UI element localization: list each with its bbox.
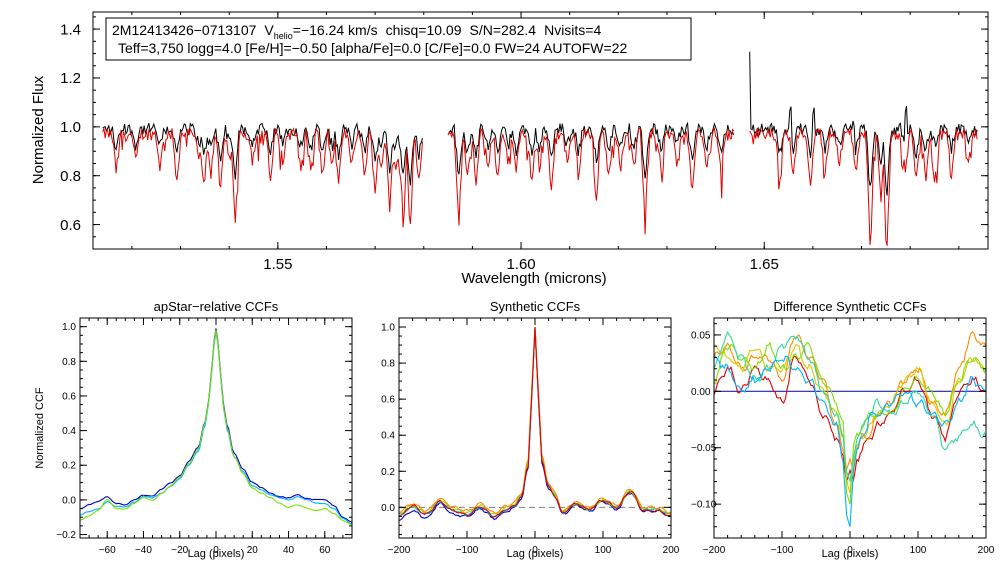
ccf-series-diff-1 bbox=[714, 355, 986, 483]
ccf-series-ccf-1 bbox=[80, 328, 352, 523]
info-box bbox=[105, 17, 692, 61]
vhelio-value: =−16.24 km/s bbox=[293, 22, 378, 38]
synthetic-xlabel: Lag (pixels) bbox=[507, 548, 564, 560]
apstar-ylabel: Normalized CCF bbox=[34, 387, 46, 469]
info-line-2: Teff=3,750 logg=4.0 [Fe/H]=−0.50 [alpha/… bbox=[118, 40, 627, 56]
x-tick-label: 40 bbox=[283, 545, 295, 556]
ccf-series-diff-5 bbox=[714, 330, 986, 482]
observed-spectrum-chip-2 bbox=[447, 121, 735, 179]
difference-title: Difference Synthetic CCFs bbox=[774, 299, 927, 314]
ccf-series-syn-2 bbox=[399, 328, 671, 517]
difference-ticks: −200 −100 0 100 200 −0.10 −0.05 0.00 0.05 bbox=[691, 318, 995, 556]
y-tick-label: 0.05 bbox=[691, 330, 711, 341]
y-tick-label: 0.8 bbox=[62, 357, 76, 368]
x-tick-label: 200 bbox=[978, 545, 995, 556]
ccf-series-ccf-2 bbox=[80, 331, 352, 525]
x-tick-label: −200 bbox=[388, 545, 411, 556]
observed-spectrum-chip-3 bbox=[749, 51, 978, 196]
model-spectrum-chip-3 bbox=[749, 127, 978, 246]
x-tick-label: 0 bbox=[532, 545, 538, 556]
difference-xlabel: Lag (pixels) bbox=[822, 548, 879, 560]
ccf-series-diff-2 bbox=[714, 330, 986, 471]
chisq-value: chisq=10.09 bbox=[386, 22, 462, 38]
nvisits-value: Nvisits=4 bbox=[544, 22, 601, 38]
x-tick-label: 1.55 bbox=[263, 256, 292, 273]
y-tick-label: 0.8 bbox=[60, 168, 81, 185]
info-line-1: 2M12413426−0713107 Vhelio=−16.24 km/s chis… bbox=[112, 22, 601, 41]
x-tick-label: −100 bbox=[771, 545, 794, 556]
x-tick-label: 0 bbox=[213, 545, 219, 556]
y-tick-label: 0.0 bbox=[381, 503, 395, 514]
ccf-series-syn-5 bbox=[399, 326, 671, 518]
ccf-series-ccf-3 bbox=[80, 330, 352, 525]
x-tick-label: 20 bbox=[247, 545, 259, 556]
y-tick-label: −0.2 bbox=[56, 530, 76, 541]
x-tick-label: 1.65 bbox=[750, 256, 779, 273]
y-tick-label: −0.05 bbox=[691, 443, 717, 454]
y-tick-label: 0.6 bbox=[381, 395, 395, 406]
apstar-ticks: −60 −40 −20 0 20 40 60 −0.2 0.0 0.2 0.4 0.6 0.8 1.0 bbox=[56, 318, 353, 556]
ccf-series-syn-4 bbox=[399, 326, 671, 515]
y-tick-label: 0.6 bbox=[62, 391, 76, 402]
ccf-series-syn-3 bbox=[399, 326, 671, 516]
ccf-series-diff-4 bbox=[714, 341, 986, 505]
y-tick-label: 0.2 bbox=[381, 467, 395, 478]
synthetic-axes-frame bbox=[398, 317, 672, 539]
observed-spectrum-chip-1 bbox=[102, 122, 423, 186]
synthetic-title: Synthetic CCFs bbox=[490, 299, 581, 314]
y-tick-label: −0.10 bbox=[691, 500, 717, 511]
x-tick-label: −20 bbox=[171, 545, 188, 556]
difference-plot-area bbox=[714, 330, 986, 527]
spectrum-panel: 1.55 1.60 1.65 0.6 0.8 1.0 1.2 1.4 2M12413426−0… bbox=[30, 11, 989, 287]
model-spectrum-chip-1 bbox=[102, 127, 423, 228]
y-tick-label: 1.0 bbox=[381, 323, 395, 334]
y-tick-label: 0.6 bbox=[60, 217, 81, 234]
vhelio-subscript: helio bbox=[274, 31, 293, 41]
ccf-series-diff-3 bbox=[714, 343, 986, 494]
spectrum-plot-area bbox=[102, 51, 978, 246]
y-tick-label: 0.00 bbox=[691, 387, 711, 398]
y-tick-label: 0.0 bbox=[62, 495, 76, 506]
y-tick-label: 1.0 bbox=[62, 322, 76, 333]
x-tick-label: −60 bbox=[99, 545, 116, 556]
y-tick-label: 0.4 bbox=[381, 431, 395, 442]
apstar-title: apStar−relative CCFs bbox=[154, 299, 279, 314]
y-tick-label: 1.0 bbox=[60, 119, 81, 136]
synthetic-plot-area bbox=[399, 326, 671, 521]
x-tick-label: −40 bbox=[135, 545, 152, 556]
apstar-plot-area bbox=[80, 328, 352, 525]
difference-axes-frame bbox=[713, 317, 987, 539]
ccf-series-diff-6 bbox=[714, 354, 986, 527]
synthetic-ticks: −200 −100 0 100 200 0.0 0.2 0.4 0.6 0.8 1.0 bbox=[381, 318, 680, 556]
spectrum-ticks: 1.55 1.60 1.65 0.6 0.8 1.0 1.2 1.4 bbox=[60, 12, 988, 273]
y-tick-label: 0.4 bbox=[62, 426, 76, 437]
vhelio-label: V bbox=[264, 22, 274, 38]
apstar-ccf-panel: −60 −40 −20 0 20 40 60 −0.2 0.0 0.2 0.4 0.6 0.8 1.0 a… bbox=[34, 299, 353, 560]
x-tick-label: 100 bbox=[910, 545, 927, 556]
x-tick-label: 60 bbox=[319, 545, 331, 556]
y-tick-label: 0.2 bbox=[62, 461, 76, 472]
difference-ccf-panel: −200 −100 0 100 200 −0.10 −0.05 0.00 0.05 Differ… bbox=[691, 299, 995, 560]
x-tick-label: 1.60 bbox=[506, 256, 535, 273]
x-tick-label: 200 bbox=[663, 545, 680, 556]
model-spectrum-chip-2 bbox=[447, 126, 735, 235]
synthetic-ccf-panel: −200 −100 0 100 200 0.0 0.2 0.4 0.6 0.8 1.0 Synthe… bbox=[381, 299, 680, 560]
star-id: 2M12413426−0713107 bbox=[112, 22, 257, 38]
x-tick-label: 0 bbox=[847, 545, 853, 556]
spectrum-ylabel: Normalized Flux bbox=[30, 75, 47, 184]
x-tick-label: 100 bbox=[595, 545, 612, 556]
x-tick-label: −200 bbox=[703, 545, 726, 556]
snr-value: S/N=282.4 bbox=[470, 22, 537, 38]
spectrum-axes-frame bbox=[92, 11, 989, 250]
x-tick-label: −100 bbox=[456, 545, 479, 556]
apstar-axes-frame bbox=[79, 317, 353, 539]
apstar-xlabel: Lag (pixels) bbox=[188, 548, 245, 560]
y-tick-label: 0.8 bbox=[381, 359, 395, 370]
y-tick-label: 1.4 bbox=[60, 21, 81, 38]
spectrum-xlabel: Wavelength (microns) bbox=[461, 270, 606, 287]
y-tick-label: 1.2 bbox=[60, 70, 81, 87]
